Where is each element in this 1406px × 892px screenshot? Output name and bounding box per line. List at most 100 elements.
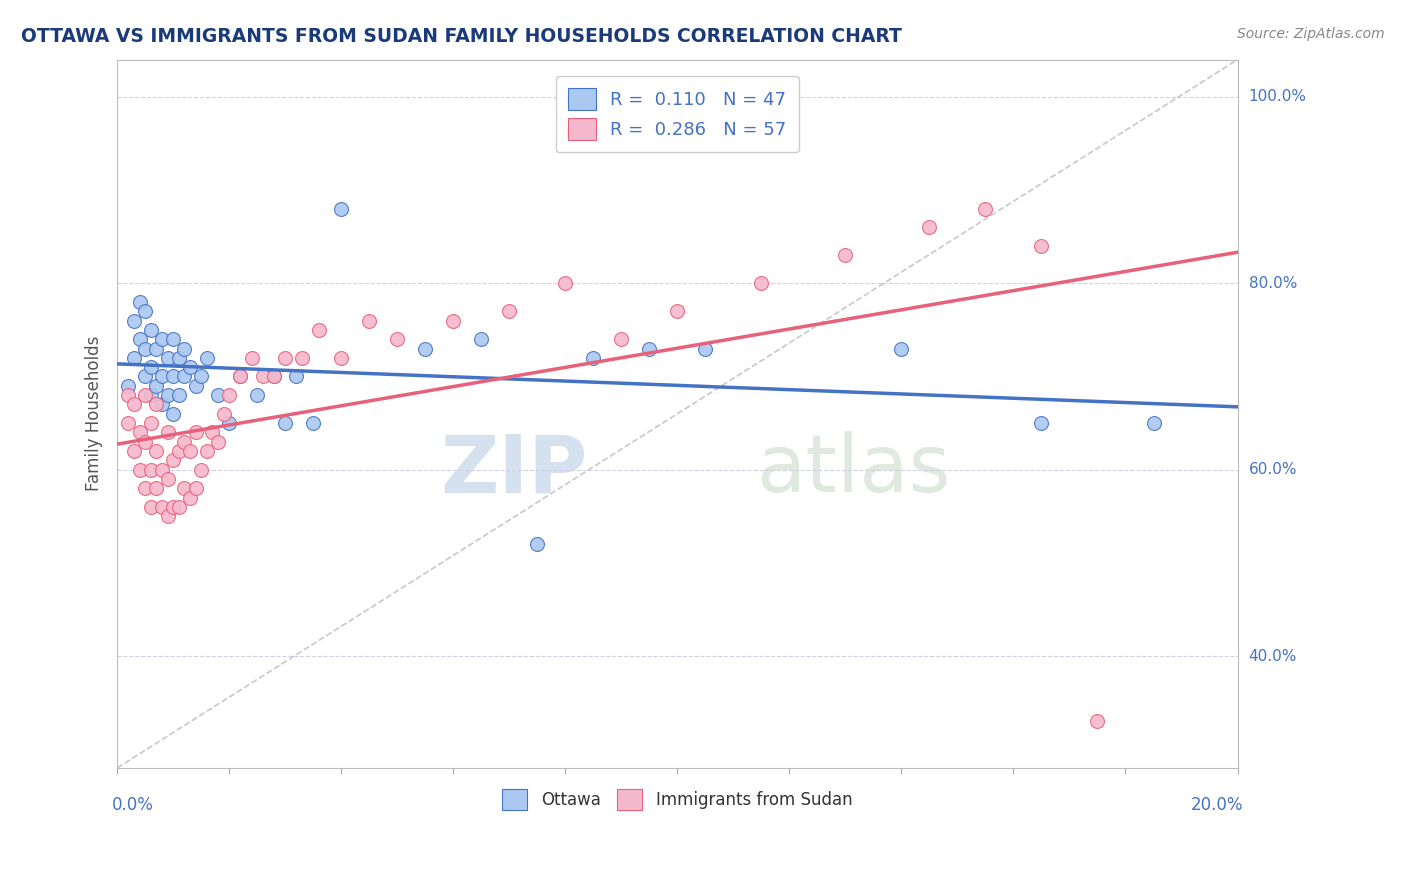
Point [117,388,139,402]
Point [610,332,633,346]
Point [582,351,605,365]
Point [1031,239,1053,253]
Point [134,434,156,449]
Point [134,304,156,318]
Point [139,416,162,430]
Y-axis label: Family Households: Family Households [86,336,103,491]
Point [291,351,314,365]
Point [974,202,997,216]
Point [122,351,145,365]
Point [150,500,173,514]
Point [212,407,235,421]
Point [139,360,162,375]
Point [695,342,717,356]
Point [156,425,179,440]
Point [207,434,229,449]
Point [167,500,190,514]
Legend: Ottawa, Immigrants from Sudan: Ottawa, Immigrants from Sudan [496,782,859,816]
Point [117,379,139,393]
Point [156,472,179,486]
Text: 0.0%: 0.0% [111,797,153,814]
Point [162,453,184,467]
Point [167,388,190,402]
Point [201,425,224,440]
Point [173,342,195,356]
Point [173,481,195,495]
Point [128,294,150,309]
Point [162,369,184,384]
Point [145,481,167,495]
Point [184,481,207,495]
Point [184,379,207,393]
Point [263,369,285,384]
Point [330,202,353,216]
Point [122,444,145,458]
Text: 100.0%: 100.0% [1249,89,1306,104]
Point [128,463,150,477]
Point [145,397,167,411]
Text: Source: ZipAtlas.com: Source: ZipAtlas.com [1237,27,1385,41]
Text: 40.0%: 40.0% [1249,648,1296,664]
Point [190,369,212,384]
Point [751,277,773,291]
Point [218,388,240,402]
Point [285,369,308,384]
Point [134,481,156,495]
Point [145,342,167,356]
Point [139,323,162,337]
Point [162,407,184,421]
Point [150,369,173,384]
Point [167,444,190,458]
Point [145,444,167,458]
Point [150,463,173,477]
Point [117,416,139,430]
Point [274,416,297,430]
Point [890,342,912,356]
Point [150,397,173,411]
Point [1142,416,1164,430]
Point [302,416,325,430]
Text: OTTAWA VS IMMIGRANTS FROM SUDAN FAMILY HOUSEHOLDS CORRELATION CHART: OTTAWA VS IMMIGRANTS FROM SUDAN FAMILY H… [21,27,903,45]
Point [139,388,162,402]
Text: atlas: atlas [756,432,950,509]
Point [207,388,229,402]
Point [145,379,167,393]
Point [173,369,195,384]
Point [167,351,190,365]
Point [229,369,252,384]
Text: 20.0%: 20.0% [1191,797,1243,814]
Point [308,323,330,337]
Point [134,388,156,402]
Point [240,351,263,365]
Point [218,416,240,430]
Point [526,537,548,551]
Point [139,463,162,477]
Text: 80.0%: 80.0% [1249,276,1296,291]
Point [122,313,145,327]
Point [498,304,520,318]
Text: ZIP: ZIP [440,432,588,509]
Point [139,500,162,514]
Point [179,491,201,505]
Point [156,388,179,402]
Point [134,369,156,384]
Point [252,369,274,384]
Point [173,434,195,449]
Point [195,444,218,458]
Point [330,351,353,365]
Point [834,248,856,262]
Point [274,351,297,365]
Point [638,342,661,356]
Text: 60.0%: 60.0% [1249,462,1298,477]
Point [1087,714,1109,729]
Point [184,425,207,440]
Point [1031,416,1053,430]
Point [554,277,576,291]
Point [122,397,145,411]
Point [359,313,381,327]
Point [387,332,409,346]
Point [128,425,150,440]
Point [156,351,179,365]
Point [134,342,156,356]
Point [229,369,252,384]
